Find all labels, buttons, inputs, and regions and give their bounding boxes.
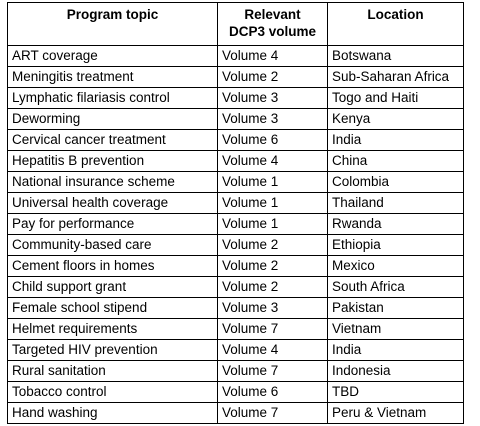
table-row: National insurance scheme Volume 1 Colombi…: [7, 171, 464, 193]
cell-dcp3-volume: Volume 6: [217, 129, 328, 151]
cell-dcp3-volume: Volume 4: [217, 45, 328, 67]
cell-program-topic: Cervical cancer treatment: [7, 129, 218, 151]
cell-location: Sub-Saharan Africa: [327, 66, 464, 88]
header-volume-line2: DCP3 volume: [228, 24, 317, 39]
table-row: Hepatitis B prevention Volume 4 China: [7, 150, 464, 172]
table-row: Lymphatic filariasis control Volume 3 Togo…: [7, 87, 464, 109]
cell-dcp3-volume: Volume 4: [217, 339, 328, 361]
cell-program-topic: Cement floors in homes: [7, 255, 218, 277]
cell-program-topic: Hand washing: [7, 402, 218, 424]
cell-location: India: [327, 339, 464, 361]
cell-program-topic: National insurance scheme: [7, 171, 218, 193]
table-row: Community-based care Volume 2 Ethiopia: [7, 234, 464, 256]
cell-program-topic: Deworming: [7, 108, 218, 130]
table-row: Cervical cancer treatment Volume 6 India: [7, 129, 464, 151]
cell-location: Botswana: [327, 45, 464, 67]
cell-program-topic: Child support grant: [7, 276, 218, 298]
cell-location: Togo and Haiti: [327, 87, 464, 109]
cell-program-topic: Pay for performance: [7, 213, 218, 235]
table-row: Tobacco control Volume 6 TBD: [7, 381, 464, 403]
cell-program-topic: Lymphatic filariasis control: [7, 87, 218, 109]
table-row: Rural sanitation Volume 7 Indonesia: [7, 360, 464, 382]
header-volume-line1: Relevant: [244, 7, 301, 22]
table-row: Helmet requirements Volume 7 Vietnam: [7, 318, 464, 340]
cell-program-topic: Female school stipend: [7, 297, 218, 319]
cell-location: Peru & Vietnam: [327, 402, 464, 424]
cell-dcp3-volume: Volume 2: [217, 255, 328, 277]
cell-location: Vietnam: [327, 318, 464, 340]
table-row: Hand washing Volume 7 Peru & Vietnam: [7, 402, 464, 424]
cell-program-topic: Universal health coverage: [7, 192, 218, 214]
cell-location: TBD: [327, 381, 464, 403]
cell-dcp3-volume: Volume 3: [217, 108, 328, 130]
header-dcp3-volume: Relevant DCP3 volume: [217, 2, 328, 46]
table-row: Female school stipend Volume 3 Pakistan: [7, 297, 464, 319]
cell-dcp3-volume: Volume 2: [217, 66, 328, 88]
cell-program-topic: ART coverage: [7, 45, 218, 67]
cell-location: Mexico: [327, 255, 464, 277]
cell-dcp3-volume: Volume 1: [217, 171, 328, 193]
table-row: Pay for performance Volume 1 Rwanda: [7, 213, 464, 235]
cell-dcp3-volume: Volume 2: [217, 276, 328, 298]
programs-table: Program topic Relevant DCP3 volume Locat…: [7, 2, 464, 424]
cell-program-topic: Meningitis treatment: [7, 66, 218, 88]
cell-dcp3-volume: Volume 1: [217, 192, 328, 214]
cell-program-topic: Tobacco control: [7, 381, 218, 403]
header-program-topic: Program topic: [7, 2, 218, 46]
table-row: Child support grant Volume 2 South Africa: [7, 276, 464, 298]
cell-dcp3-volume: Volume 3: [217, 297, 328, 319]
cell-dcp3-volume: Volume 3: [217, 87, 328, 109]
cell-program-topic: Rural sanitation: [7, 360, 218, 382]
cell-location: Kenya: [327, 108, 464, 130]
cell-dcp3-volume: Volume 7: [217, 360, 328, 382]
cell-location: China: [327, 150, 464, 172]
cell-program-topic: Hepatitis B prevention: [7, 150, 218, 172]
cell-program-topic: Targeted HIV prevention: [7, 339, 218, 361]
cell-dcp3-volume: Volume 4: [217, 150, 328, 172]
table-row: Cement floors in homes Volume 2 Mexico: [7, 255, 464, 277]
cell-location: India: [327, 129, 464, 151]
cell-location: South Africa: [327, 276, 464, 298]
header-row: Program topic Relevant DCP3 volume Locat…: [7, 2, 464, 46]
table-row: Deworming Volume 3 Kenya: [7, 108, 464, 130]
cell-program-topic: Helmet requirements: [7, 318, 218, 340]
table-row: ART coverage Volume 4 Botswana: [7, 45, 464, 67]
cell-dcp3-volume: Volume 1: [217, 213, 328, 235]
table-row: Meningitis treatment Volume 2 Sub-Saharan …: [7, 66, 464, 88]
cell-location: Indonesia: [327, 360, 464, 382]
table-row: Targeted HIV prevention Volume 4 India: [7, 339, 464, 361]
table-row: Universal health coverage Volume 1 Thailan…: [7, 192, 464, 214]
cell-dcp3-volume: Volume 7: [217, 318, 328, 340]
cell-location: Rwanda: [327, 213, 464, 235]
cell-dcp3-volume: Volume 6: [217, 381, 328, 403]
cell-dcp3-volume: Volume 2: [217, 234, 328, 256]
cell-program-topic: Community-based care: [7, 234, 218, 256]
cell-dcp3-volume: Volume 7: [217, 402, 328, 424]
cell-location: Ethiopia: [327, 234, 464, 256]
header-location: Location: [327, 2, 464, 46]
cell-location: Colombia: [327, 171, 464, 193]
cell-location: Pakistan: [327, 297, 464, 319]
cell-location: Thailand: [327, 192, 464, 214]
